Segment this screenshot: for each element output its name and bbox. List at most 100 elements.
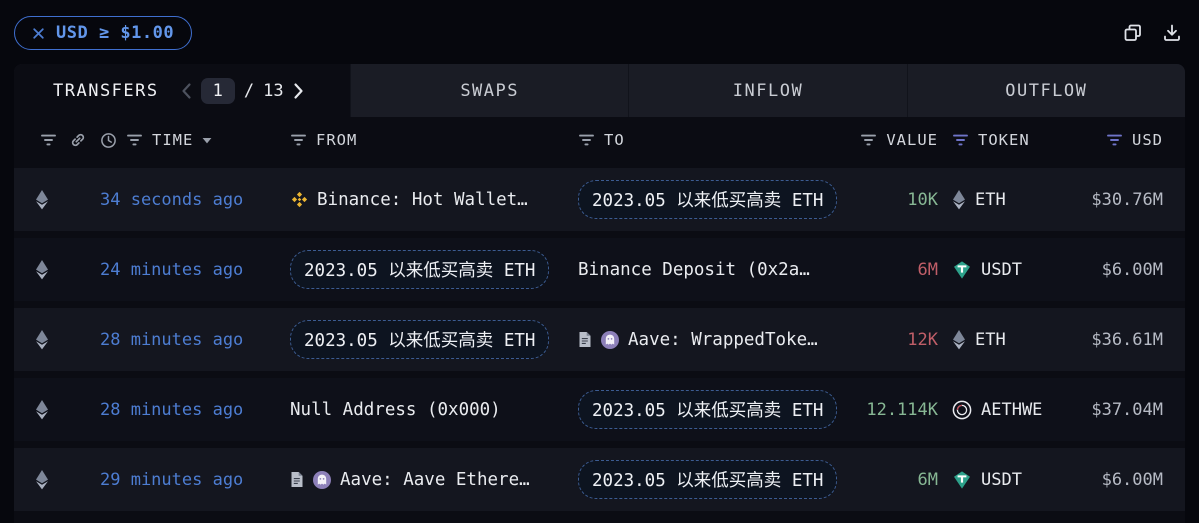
to-cell: 2023.05 以来低买高卖 ETH (564, 180, 842, 219)
value-filter-icon[interactable] (860, 133, 877, 147)
eth-icon (35, 399, 49, 420)
value-text: 6M (917, 469, 938, 490)
from-cell: 2023.05 以来低买高卖 ETH (276, 250, 564, 289)
value-text: 12.114K (866, 399, 938, 420)
table-header: TIME FROM TO VALUE TOKEN USD (14, 117, 1185, 163)
usd-column-header: USD (1132, 131, 1163, 149)
token-cell[interactable]: USDT (938, 260, 1066, 280)
from-tag-pill[interactable]: 2023.05 以来低买高卖 ETH (290, 250, 550, 289)
from-column-header: FROM (316, 131, 358, 149)
tab-transfers-label: TRANSFERS (53, 80, 159, 101)
usd-filter-icon[interactable] (1106, 133, 1123, 147)
usd-value: $6.00M (1101, 469, 1163, 490)
usd-value: $30.76M (1091, 189, 1163, 210)
from-tag-pill[interactable]: 2023.05 以来低买高卖 ETH (290, 320, 550, 359)
document-icon (290, 471, 304, 488)
token-cell[interactable]: AETHWE (938, 400, 1066, 420)
chain-cell (14, 399, 76, 420)
token-cell[interactable]: ETH (938, 189, 1066, 210)
toolbar (1122, 22, 1183, 44)
to-tag-label: 2023.05 以来低买高卖 ETH (592, 191, 824, 211)
to-cell: 2023.05 以来低买高卖 ETH (564, 390, 842, 429)
to-cell: Binance Deposit (0x2a… (564, 260, 842, 280)
eth-icon (35, 469, 49, 490)
pagination-prev-icon[interactable] (181, 82, 192, 100)
token-column-header: TOKEN (978, 131, 1030, 149)
to-filter-icon[interactable] (578, 133, 595, 147)
transfers-table-body: 34 seconds ago Binance: Hot Wallet… 2023.0… (14, 163, 1185, 511)
token-symbol: AETHWE (981, 399, 1043, 420)
usdt-token-icon (952, 470, 972, 490)
token-symbol: USDT (981, 469, 1022, 490)
time-link[interactable]: 34 seconds ago (100, 189, 244, 210)
usd-value: $6.00M (1101, 259, 1163, 280)
to-tag-pill[interactable]: 2023.05 以来低买高卖 ETH (578, 460, 838, 499)
from-cell: Binance: Hot Wallet… (276, 190, 564, 210)
chain-cell (14, 259, 76, 280)
eth-icon (35, 189, 49, 210)
time-link[interactable]: 29 minutes ago (100, 469, 244, 490)
from-cell: Null Address (0x000) (276, 400, 564, 420)
to-tag-pill[interactable]: 2023.05 以来低买高卖 ETH (578, 180, 838, 219)
from-entity-link[interactable]: Binance: Hot Wallet… (317, 189, 528, 210)
sort-caret-down-icon[interactable] (202, 137, 212, 144)
eth-token-icon (952, 329, 966, 350)
close-icon[interactable] (32, 27, 45, 40)
pagination: 1 / 13 (181, 77, 304, 104)
to-cell: Aave: WrappedToke… (564, 330, 842, 350)
tab-inflow[interactable]: INFLOW (628, 64, 906, 117)
to-tag-label: 2023.05 以来低买高卖 ETH (592, 471, 824, 491)
to-tag-label: 2023.05 以来低买高卖 ETH (592, 401, 824, 421)
transfers-panel: TRANSFERS 1 / 13 SWAPS INFLOW OUTFLOW TI… (14, 64, 1185, 523)
download-icon[interactable] (1161, 22, 1183, 44)
usd-filter-chip[interactable]: USD ≥ $1.00 (14, 16, 193, 50)
value-text: 12K (907, 329, 938, 350)
to-cell: 2023.05 以来低买高卖 ETH (564, 460, 842, 499)
to-entity-link[interactable]: Binance Deposit (0x2a… (578, 259, 810, 280)
from-cell: 2023.05 以来低买高卖 ETH (276, 320, 564, 359)
transfer-row: 28 minutes ago 2023.05 以来低买高卖 ETH Aave: Wr… (14, 308, 1185, 371)
time-link[interactable]: 28 minutes ago (100, 399, 244, 420)
from-tag-label: 2023.05 以来低买高卖 ETH (304, 331, 536, 351)
from-entity-link[interactable]: Aave: Aave Ethere… (340, 469, 530, 490)
token-symbol: USDT (981, 259, 1022, 280)
pagination-current-page: 1 (200, 77, 235, 104)
time-column-header[interactable]: TIME (152, 131, 194, 149)
time-link[interactable]: 24 minutes ago (100, 259, 244, 280)
transfer-row: 24 minutes ago 2023.05 以来低买高卖 ETH Binance … (14, 238, 1185, 301)
eth-icon (35, 329, 49, 350)
token-filter-icon[interactable] (952, 133, 969, 147)
filter-icon[interactable] (40, 133, 57, 147)
pagination-next-icon[interactable] (293, 82, 304, 100)
aave-icon (600, 330, 620, 350)
topbar: USD ≥ $1.00 (0, 0, 1199, 64)
chain-cell (14, 189, 76, 210)
value-text: 6M (917, 259, 938, 280)
link-icon[interactable] (69, 131, 87, 149)
eth-token-icon (952, 189, 966, 210)
time-filter-icon[interactable] (126, 133, 143, 147)
to-column-header: TO (604, 131, 625, 149)
from-entity-link[interactable]: Null Address (0x000) (290, 399, 501, 420)
document-icon (578, 331, 592, 348)
value-column-header: VALUE (886, 131, 938, 149)
copy-icon[interactable] (1122, 22, 1144, 44)
to-tag-pill[interactable]: 2023.05 以来低买高卖 ETH (578, 390, 838, 429)
tab-outflow[interactable]: OUTFLOW (906, 64, 1185, 117)
from-cell: Aave: Aave Ethere… (276, 470, 564, 490)
tab-swaps-label: SWAPS (460, 80, 519, 101)
token-cell[interactable]: USDT (938, 470, 1066, 490)
usdt-token-icon (952, 260, 972, 280)
from-tag-label: 2023.05 以来低买高卖 ETH (304, 261, 536, 281)
pagination-total-pages: 13 (263, 80, 284, 101)
from-filter-icon[interactable] (290, 133, 307, 147)
tab-swaps[interactable]: SWAPS (350, 64, 628, 117)
usd-value: $37.04M (1091, 399, 1163, 420)
token-cell[interactable]: ETH (938, 329, 1066, 350)
aethweth-token-icon (952, 400, 972, 420)
tab-transfers[interactable]: TRANSFERS 1 / 13 (14, 64, 350, 117)
time-link[interactable]: 28 minutes ago (100, 329, 244, 350)
to-entity-link[interactable]: Aave: WrappedToke… (628, 329, 818, 350)
transfer-row: 29 minutes ago Aave: Aave Ethere… 2023.05 … (14, 448, 1185, 511)
tab-outflow-label: OUTFLOW (1005, 80, 1088, 101)
